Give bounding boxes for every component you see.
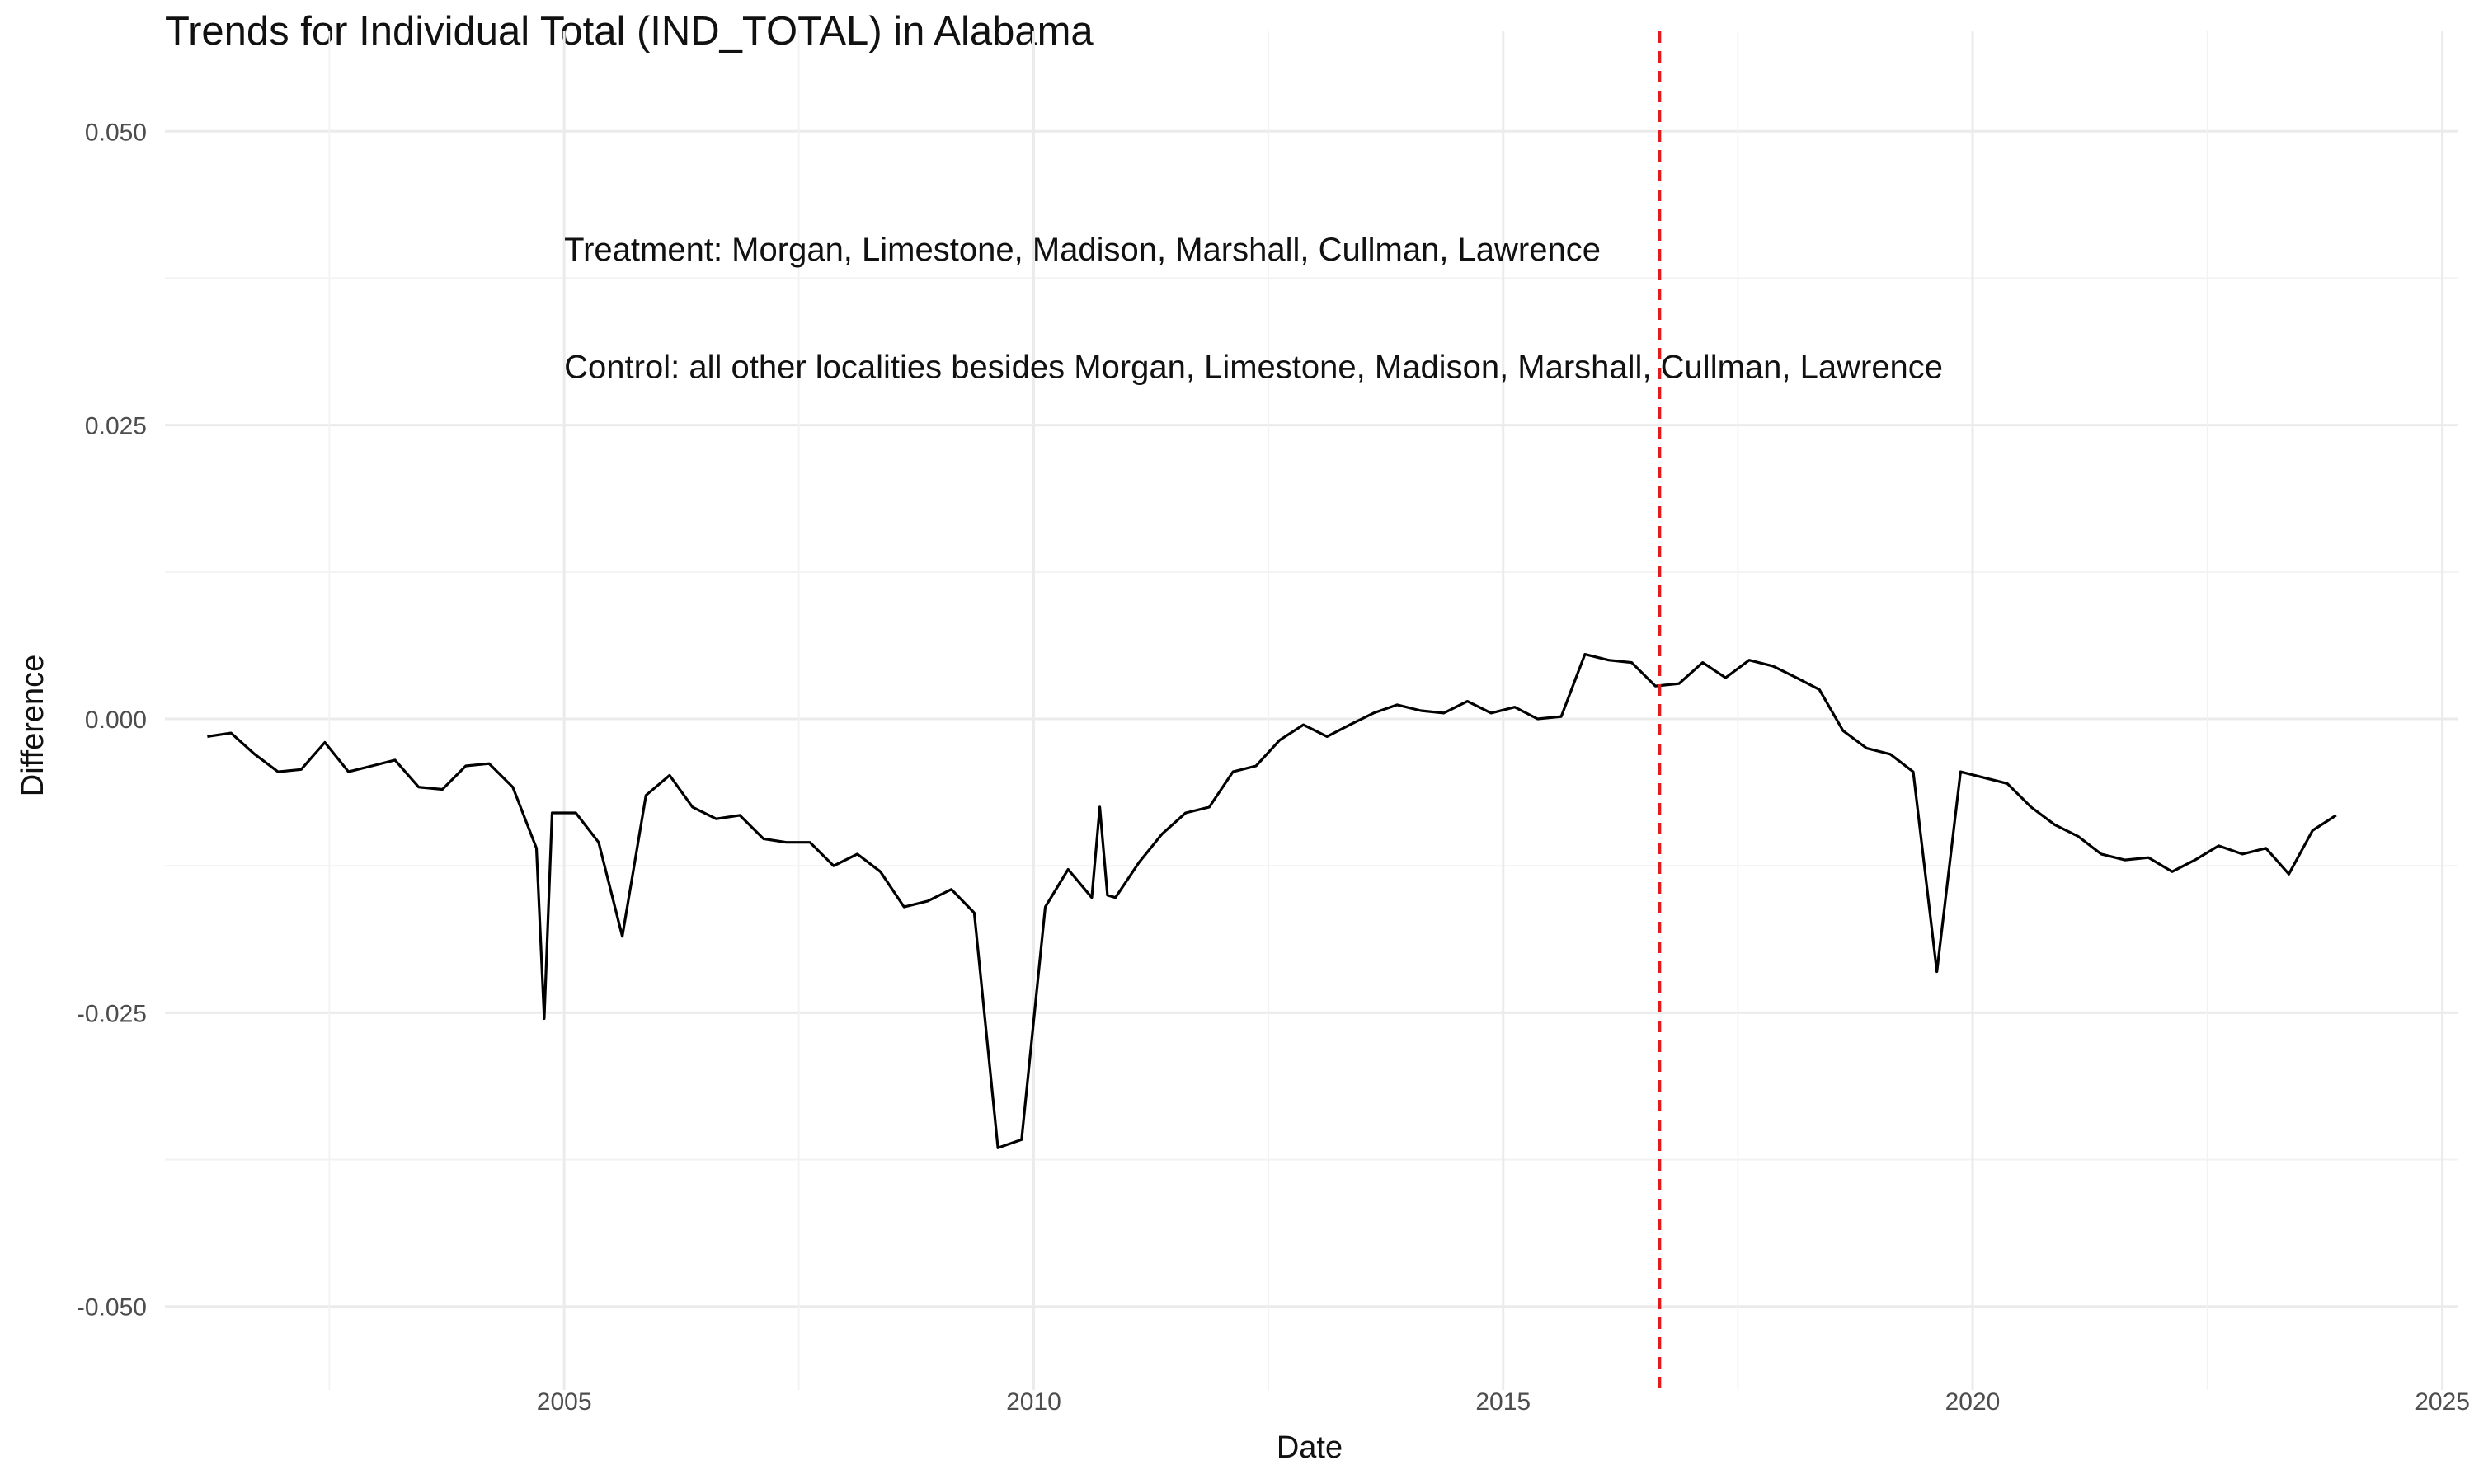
annotation-text: Control: all other localities besides Mo… [564,349,1943,385]
chart-annotations: Treatment: Morgan, Limestone, Madison, M… [564,232,1943,386]
x-axis-title: Date [1277,1430,1343,1465]
y-tick-label: 0.025 [85,413,147,440]
y-tick-label: -0.050 [77,1294,147,1322]
annotation-text: Treatment: Morgan, Limestone, Madison, M… [564,232,1601,268]
chart-title: Trends for Individual Total (IND_TOTAL) … [165,9,1094,54]
x-tick-label: 2015 [1475,1388,1531,1416]
x-tick-label: 2005 [537,1388,592,1416]
x-axis-ticks: 2005 2010 2015 2020 2025 [537,1388,2470,1416]
y-axis-title: Difference [16,655,50,797]
y-axis-ticks: 0.050 0.025 0.000 -0.025 -0.050 [77,119,147,1321]
series-line [207,653,2337,1149]
grid-lines [165,31,2458,1390]
y-tick-label: 0.000 [85,707,147,734]
y-tick-label: -0.025 [77,1000,147,1027]
x-tick-label: 2020 [1945,1388,2001,1416]
x-tick-label: 2010 [1006,1388,1061,1416]
x-tick-label: 2025 [2415,1388,2470,1416]
y-tick-label: 0.050 [85,119,147,146]
